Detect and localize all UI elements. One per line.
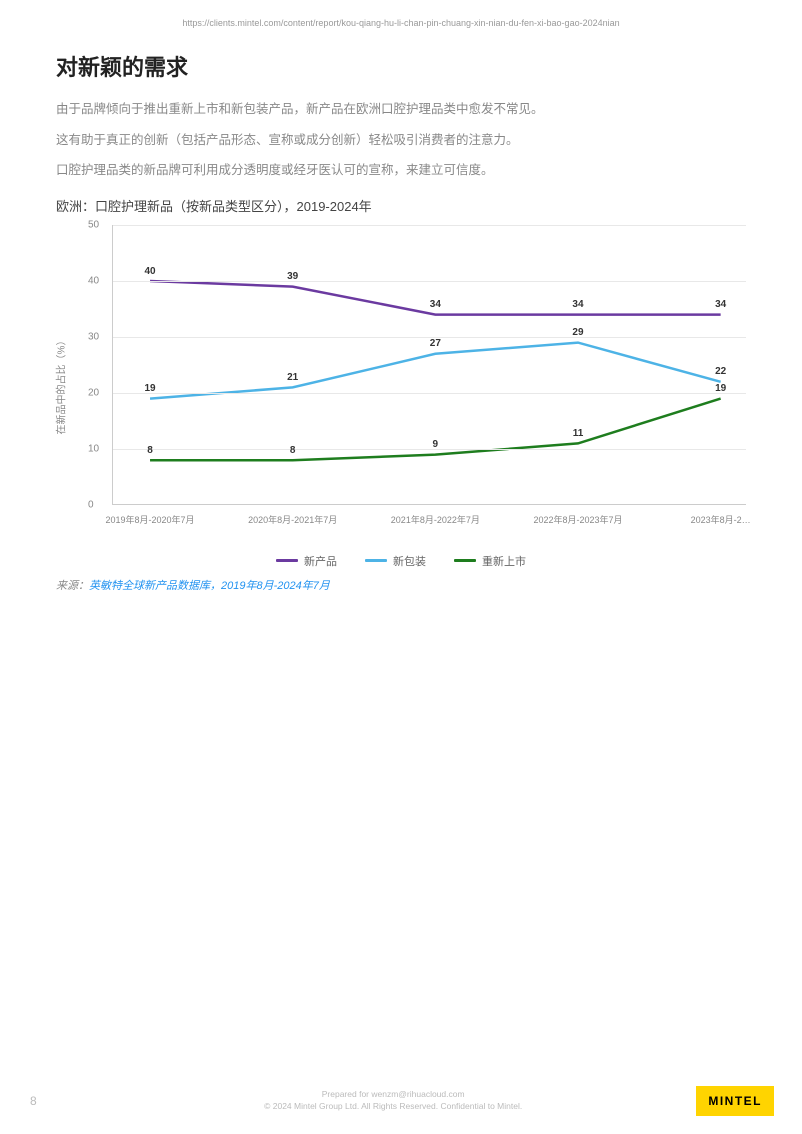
y-axis-line <box>112 225 113 505</box>
data-label: 34 <box>430 299 441 310</box>
source-link[interactable]: 英敏特全球新产品数据库，2019年8月-2024年7月 <box>89 580 330 592</box>
y-tick-label: 30 <box>88 331 99 342</box>
data-label: 40 <box>144 266 155 277</box>
page-footer: 8 Prepared for wenzm@rihuacloud.com © 20… <box>0 1078 802 1134</box>
legend-swatch <box>454 559 476 562</box>
url-header: https://clients.mintel.com/content/repor… <box>0 0 802 50</box>
data-label: 19 <box>144 383 155 394</box>
y-tick-label: 40 <box>88 275 99 286</box>
legend-label: 新包装 <box>393 553 426 569</box>
data-label: 8 <box>147 445 153 456</box>
data-label: 22 <box>715 366 726 377</box>
data-label: 29 <box>572 327 583 338</box>
legend-item: 重新上市 <box>454 553 526 569</box>
data-label: 11 <box>573 428 584 439</box>
plot-area: 010203040502019年8月-2020年7月2020年8月-2021年7… <box>112 225 746 505</box>
legend-item: 新包装 <box>365 553 426 569</box>
x-tick-label: 2022年8月-2023年7月 <box>533 513 622 526</box>
data-label: 34 <box>715 299 726 310</box>
chart-legend: 新产品 新包装 重新上市 <box>56 553 746 569</box>
legend-label: 新产品 <box>304 553 337 569</box>
chart-source: 来源：英敏特全球新产品数据库，2019年8月-2024年7月 <box>56 577 746 593</box>
x-tick-label: 2019年8月-2020年7月 <box>106 513 195 526</box>
series-line <box>150 342 721 398</box>
chart-title: 欧洲：口腔护理新品（按新品类型区分），2019-2024年 <box>56 196 746 215</box>
line-chart: 在新品中的占比（%） 010203040502019年8月-2020年7月202… <box>64 225 746 545</box>
legend-item: 新产品 <box>276 553 337 569</box>
data-label: 21 <box>287 372 298 383</box>
data-label: 9 <box>433 439 439 450</box>
gridline <box>112 449 746 450</box>
x-tick-label: 2023年8月-2… <box>691 513 751 526</box>
data-label: 39 <box>287 271 298 282</box>
gridline <box>112 281 746 282</box>
legend-swatch <box>365 559 387 562</box>
y-tick-label: 0 <box>88 499 94 510</box>
main-content: 对新颖的需求 由于品牌倾向于推出重新上市和新包装产品，新产品在欧洲口腔护理品类中… <box>0 50 802 593</box>
gridline <box>112 225 746 226</box>
source-prefix: 来源： <box>56 580 89 592</box>
paragraph-3: 口腔护理品类的新品牌可利用成分透明度或经牙医认可的宣称，来建立可信度。 <box>56 159 746 182</box>
gridline <box>112 393 746 394</box>
footer-line-2: © 2024 Mintel Group Ltd. All Rights Rese… <box>90 1101 696 1113</box>
page-number: 8 <box>30 1094 90 1108</box>
chart-lines <box>112 225 746 505</box>
data-label: 19 <box>715 383 726 394</box>
paragraph-1: 由于品牌倾向于推出重新上市和新包装产品，新产品在欧洲口腔护理品类中愈发不常见。 <box>56 98 746 121</box>
x-axis-line <box>112 504 746 505</box>
footer-text: Prepared for wenzm@rihuacloud.com © 2024… <box>90 1089 696 1113</box>
legend-swatch <box>276 559 298 562</box>
x-tick-label: 2020年8月-2021年7月 <box>248 513 337 526</box>
legend-label: 重新上市 <box>482 553 526 569</box>
y-axis-label: 在新品中的占比（%） <box>53 335 68 434</box>
y-tick-label: 20 <box>88 387 99 398</box>
y-tick-label: 50 <box>88 219 99 230</box>
mintel-logo: MINTEL <box>696 1086 774 1116</box>
data-label: 8 <box>290 445 296 456</box>
y-tick-label: 10 <box>88 443 99 454</box>
series-line <box>150 398 721 460</box>
page-title: 对新颖的需求 <box>56 50 746 82</box>
paragraph-2: 这有助于真正的创新（包括产品形态、宣称或成分创新）轻松吸引消费者的注意力。 <box>56 129 746 152</box>
data-label: 27 <box>430 338 441 349</box>
data-label: 34 <box>572 299 583 310</box>
x-tick-label: 2021年8月-2022年7月 <box>391 513 480 526</box>
footer-line-1: Prepared for wenzm@rihuacloud.com <box>90 1089 696 1101</box>
